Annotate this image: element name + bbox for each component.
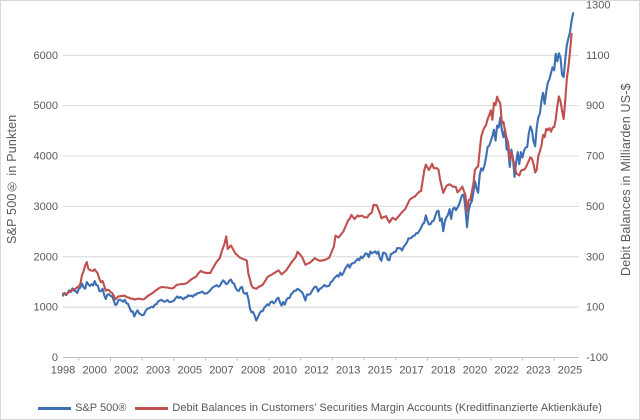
- y-right-tick-label: -100: [586, 352, 608, 364]
- y-right-tick-label: 1100: [586, 50, 610, 62]
- y-left-tick-label: 6000: [34, 50, 58, 62]
- gridlines: [63, 54, 579, 308]
- y-right-tick-labels: -100 100 300 500 700 900 1100 1300: [586, 1, 610, 364]
- x-tick-label: 1998: [51, 365, 75, 377]
- x-tick-label: 2008: [241, 365, 265, 377]
- left-axis-title: S&P 500® in Punkten: [5, 114, 19, 245]
- y-right-tick-label: 300: [586, 251, 604, 263]
- debit-balances-line: [61, 32, 573, 301]
- y-right-tick-label: 900: [586, 100, 604, 112]
- sp500-legend-label: S&P 500®: [75, 402, 127, 414]
- right-axis-title: Debit Balances in Milliarden US-$: [619, 83, 633, 276]
- y-left-tick-label: 2000: [34, 251, 58, 263]
- y-right-tick-label: 1300: [586, 1, 610, 12]
- x-tick-label: 2025: [558, 365, 582, 377]
- x-tick-label: 2000: [82, 365, 106, 377]
- x-tick-label: 2012: [304, 365, 328, 377]
- x-tick-label: 2007: [209, 365, 233, 377]
- x-tick-label: 2018: [431, 365, 455, 377]
- x-tick-label: 2005: [178, 365, 202, 377]
- legend: S&P 500® Debit Balances in Customers' Se…: [1, 399, 639, 417]
- y-right-tick-label: 100: [586, 302, 604, 314]
- y-left-tick-labels: 0 1000 2000 3000 4000 5000 6000: [34, 50, 58, 364]
- x-tick-label: 2002: [114, 365, 138, 377]
- sp500-line: [61, 12, 575, 322]
- x-tick-label: 2022: [494, 365, 518, 377]
- x-tick-label: 2003: [146, 365, 170, 377]
- y-left-tick-label: 4000: [34, 151, 58, 163]
- x-axis: [63, 357, 579, 361]
- x-tick-label: 2013: [336, 365, 360, 377]
- x-tick-label: 2023: [526, 365, 550, 377]
- debit-balances-legend-label: Debit Balances in Customers' Securities …: [172, 402, 602, 414]
- y-right-tick-label: 700: [586, 151, 604, 163]
- x-tick-label: 2017: [399, 365, 423, 377]
- y-left-tick-label: 0: [52, 352, 58, 364]
- y-left-tick-label: 1000: [34, 302, 58, 314]
- x-tick-label: 2010: [273, 365, 297, 377]
- y-left-tick-label: 5000: [34, 100, 58, 112]
- x-tick-label: 2020: [463, 365, 487, 377]
- x-tick-label: 2015: [368, 365, 392, 377]
- x-tick-labels: 1998 2000 2002 2003 2005 2007 2008 2010 2012 2013…: [51, 365, 582, 377]
- sp500-legend-marker: [38, 406, 72, 410]
- y-left-tick-label: 3000: [34, 201, 58, 213]
- y-right-tick-label: 500: [586, 201, 604, 213]
- debit-balances-legend-marker: [135, 406, 169, 410]
